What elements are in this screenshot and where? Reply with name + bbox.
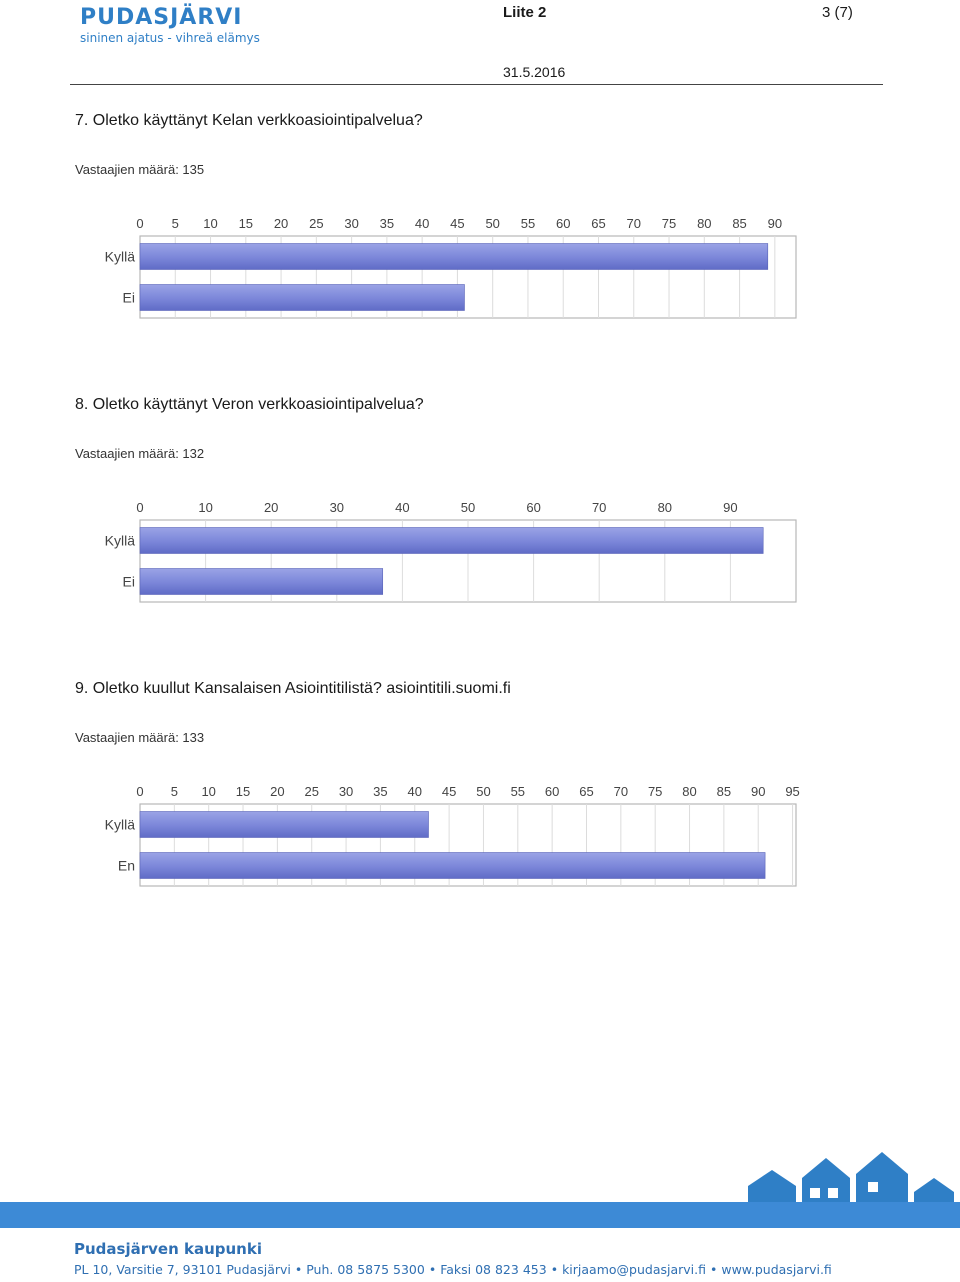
footer-band <box>0 1202 960 1228</box>
header-divider <box>70 84 883 85</box>
tick-label: 50 <box>476 784 490 799</box>
logo: PUDASJÄRVI sininen ajatus - vihreä elämy… <box>80 5 260 46</box>
tick-label: 30 <box>330 500 344 515</box>
tick-label: 60 <box>556 216 570 231</box>
category-label: Kyllä <box>105 817 136 833</box>
tick-label: 50 <box>461 500 475 515</box>
tick-label: 85 <box>732 216 746 231</box>
tick-label: 60 <box>526 500 540 515</box>
tick-label: 0 <box>136 216 143 231</box>
footer-phone: Puh. 08 5875 5300 <box>306 1262 425 1277</box>
tick-label: 80 <box>658 500 672 515</box>
bullet-icon: • <box>428 1262 437 1277</box>
category-label: Kyllä <box>105 533 136 549</box>
tick-label: 35 <box>373 784 387 799</box>
tick-label: 70 <box>592 500 606 515</box>
tick-label: 0 <box>136 500 143 515</box>
tick-label: 35 <box>380 216 394 231</box>
category-label: Kyllä <box>105 249 136 265</box>
tick-label: 15 <box>239 216 253 231</box>
tick-label: 40 <box>408 784 422 799</box>
tick-label: 45 <box>442 784 456 799</box>
footer-address: PL 10, Varsitie 7, 93101 Pudasjärvi <box>74 1262 291 1277</box>
tick-label: 80 <box>697 216 711 231</box>
tick-label: 40 <box>395 500 409 515</box>
tick-label: 45 <box>450 216 464 231</box>
bar <box>139 811 429 838</box>
question-7-title: 7. Oletko käyttänyt Kelan verkkoasiointi… <box>75 112 423 129</box>
tick-label: 55 <box>511 784 525 799</box>
tick-label: 25 <box>309 216 323 231</box>
footer-email: kirjaamo@pudasjarvi.fi <box>562 1262 706 1277</box>
bullet-icon: • <box>294 1262 303 1277</box>
tick-label: 90 <box>723 500 737 515</box>
category-label: Ei <box>123 574 135 590</box>
tick-label: 0 <box>136 784 143 799</box>
bar <box>139 243 769 270</box>
tick-label: 20 <box>270 784 284 799</box>
bar <box>139 568 384 595</box>
attachment-label: Liite 2 <box>503 4 547 21</box>
tick-label: 70 <box>614 784 628 799</box>
tick-label: 10 <box>203 216 217 231</box>
question-7-chart: 0 5 10 15 20 25 30 35 40 45 50 55 60 65 70 75 80 85 90 Kyll… <box>90 210 810 322</box>
tick-label: 65 <box>579 784 593 799</box>
bar <box>139 284 465 311</box>
tick-label: 10 <box>201 784 215 799</box>
document-date: 31.5.2016 <box>503 64 566 80</box>
tick-label: 70 <box>627 216 641 231</box>
tick-label: 80 <box>682 784 696 799</box>
tick-label: 60 <box>545 784 559 799</box>
bullet-icon: • <box>709 1262 718 1277</box>
bar <box>139 527 764 554</box>
footer-website: www.pudasjarvi.fi <box>721 1262 832 1277</box>
question-9-count: Vastaajien määrä: 133 <box>75 730 205 745</box>
tick-label: 50 <box>485 216 499 231</box>
tick-label: 10 <box>198 500 212 515</box>
category-label: En <box>118 858 135 874</box>
tick-label: 55 <box>521 216 535 231</box>
bullet-icon: • <box>550 1262 559 1277</box>
page-number: 3 (7) <box>822 4 853 21</box>
tick-label: 30 <box>339 784 353 799</box>
tick-label: 95 <box>785 784 799 799</box>
tick-label: 40 <box>415 216 429 231</box>
tick-label: 20 <box>274 216 288 231</box>
bar <box>139 852 766 879</box>
question-8-title: 8. Oletko käyttänyt Veron verkkoasiointi… <box>75 396 424 413</box>
tick-label: 25 <box>304 784 318 799</box>
tick-label: 5 <box>172 216 179 231</box>
logo-slogan: sininen ajatus - vihreä elämys <box>80 31 260 45</box>
question-7-count: Vastaajien määrä: 135 <box>75 162 205 177</box>
tick-label: 75 <box>648 784 662 799</box>
footer-organization: Pudasjärven kaupunki <box>74 1240 262 1258</box>
category-label: Ei <box>123 290 135 306</box>
question-9-title: 9. Oletko kuullut Kansalaisen Asiointiti… <box>75 680 511 697</box>
question-8-chart: 0 10 20 30 40 50 60 70 80 90 Kyllä Ei <box>90 494 810 606</box>
tick-label: 30 <box>344 216 358 231</box>
footer-contact: PL 10, Varsitie 7, 93101 Pudasjärvi • Puh.… <box>74 1262 832 1277</box>
tick-label: 75 <box>662 216 676 231</box>
footer-fax: Faksi 08 823 453 <box>440 1262 547 1277</box>
tick-label: 90 <box>768 216 782 231</box>
tick-label: 85 <box>717 784 731 799</box>
tick-label: 90 <box>751 784 765 799</box>
tick-label: 65 <box>591 216 605 231</box>
question-8-count: Vastaajien määrä: 132 <box>75 446 205 461</box>
tick-label: 15 <box>236 784 250 799</box>
tick-label: 5 <box>171 784 178 799</box>
tick-label: 20 <box>264 500 278 515</box>
question-9-chart: 0 5 10 15 20 25 30 35 40 45 50 55 60 65 70 75 80 85 90 95 Ky… <box>90 778 810 890</box>
logo-name: PUDASJÄRVI <box>80 5 243 30</box>
